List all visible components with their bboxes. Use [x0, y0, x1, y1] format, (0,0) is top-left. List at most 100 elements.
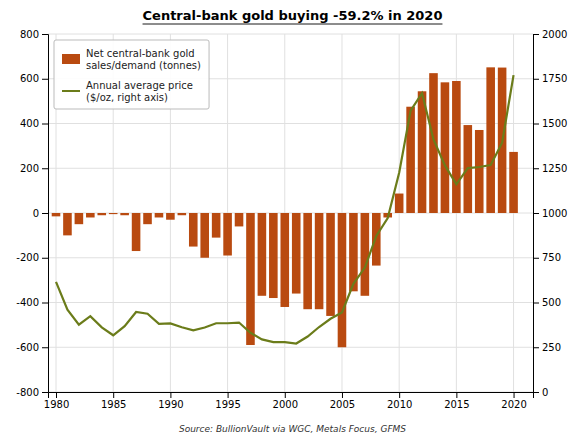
- tick-label: -800: [16, 387, 39, 398]
- tick-mark: [533, 34, 539, 35]
- tick-mark: [42, 213, 48, 214]
- bar: [223, 213, 232, 256]
- tick-mark: [533, 347, 539, 348]
- tick-label: 2015: [444, 399, 469, 410]
- bar: [258, 213, 267, 296]
- bar: [166, 213, 175, 220]
- bar: [429, 73, 438, 213]
- tick-mark: [228, 392, 229, 398]
- tick-mark: [533, 258, 539, 259]
- bar: [441, 82, 450, 213]
- tick-mark: [56, 392, 57, 398]
- tick-mark: [42, 258, 48, 259]
- bar: [86, 213, 95, 217]
- tick: 0: [33, 208, 48, 219]
- bar: [303, 213, 312, 309]
- tick-mark: [285, 392, 286, 398]
- tick: 2015: [444, 392, 469, 410]
- tick-label: 1980: [44, 399, 69, 410]
- tick-label: -200: [16, 252, 39, 263]
- tick: -800: [16, 387, 48, 398]
- tick: 0: [533, 387, 548, 398]
- legend-swatch: [62, 90, 80, 92]
- tick: -600: [16, 342, 48, 353]
- bar: [292, 213, 301, 294]
- tick-mark: [399, 392, 400, 398]
- y2-axis: 025050075010001250150017502000: [533, 29, 567, 398]
- tick-label: 250: [542, 342, 561, 353]
- chart: 198019851990199520002005201020152020-800…: [0, 0, 585, 438]
- bar: [280, 213, 289, 307]
- grid: [48, 34, 533, 392]
- tick-label: 2000: [542, 29, 567, 40]
- tick: 1980: [44, 392, 69, 410]
- tick-label: 1990: [158, 399, 183, 410]
- tick-label: 2000: [273, 399, 298, 410]
- tick-label: -600: [16, 342, 39, 353]
- bar: [326, 213, 335, 316]
- tick-label: 800: [20, 29, 39, 40]
- tick-mark: [113, 392, 114, 398]
- grid-line-y: [48, 34, 533, 35]
- tick: 1250: [533, 163, 567, 174]
- tick-label: 500: [542, 297, 561, 308]
- tick-label: 750: [542, 252, 561, 263]
- bar: [338, 213, 347, 347]
- bar: [212, 213, 221, 238]
- plot: 198019851990199520002005201020152020-800…: [16, 29, 567, 410]
- tick: 400: [20, 118, 48, 129]
- bar: [361, 213, 370, 296]
- tick: 2020: [501, 392, 526, 410]
- tick: 1990: [158, 392, 183, 410]
- tick-mark: [342, 392, 343, 398]
- tick-mark: [42, 79, 48, 80]
- bar: [63, 213, 72, 235]
- bar: [509, 152, 518, 213]
- grid-line-y: [48, 302, 533, 303]
- tick-label: 400: [20, 118, 39, 129]
- bar: [395, 194, 404, 213]
- tick: 1000: [533, 208, 567, 219]
- axis-line: [42, 35, 49, 393]
- title: Central-bank gold buying -59.2% in 2020: [143, 8, 443, 23]
- bar: [189, 213, 198, 247]
- tick: 750: [533, 252, 561, 263]
- tick-label: 1500: [542, 118, 567, 129]
- bar: [315, 213, 324, 309]
- tick: 800: [20, 29, 48, 40]
- tick: -400: [16, 297, 48, 308]
- tick-mark: [533, 303, 539, 304]
- tick-mark: [533, 79, 539, 80]
- y-axis: -800-600-400-2000200400600800: [16, 29, 48, 398]
- x-axis: 198019851990199520002005201020152020: [44, 392, 534, 410]
- bar: [246, 213, 255, 345]
- tick-mark: [42, 303, 48, 304]
- legend-box: [54, 40, 209, 109]
- tick-mark: [533, 392, 539, 393]
- bar: [132, 213, 141, 251]
- bar: [52, 213, 61, 216]
- tick-mark: [533, 124, 539, 125]
- tick-label: 1985: [101, 399, 126, 410]
- tick-label: 600: [20, 73, 39, 84]
- tick: 250: [533, 342, 561, 353]
- tick: 2000: [273, 392, 298, 410]
- annotation: Source: BullionVault via WGC, Metals Foc…: [179, 424, 406, 434]
- legend-label: Annual average price($/oz, right axis): [86, 80, 193, 103]
- grid-line-y: [48, 257, 533, 258]
- bar: [178, 213, 187, 215]
- tick: -200: [16, 252, 48, 263]
- axis-line: [534, 35, 540, 393]
- bar: [372, 213, 381, 266]
- tick-mark: [533, 213, 539, 214]
- legend-label: Net central-bank goldsales/demand (tonne…: [86, 48, 201, 71]
- legend-swatch: [62, 54, 80, 64]
- tick-mark: [514, 392, 515, 398]
- tick-label: 1250: [542, 163, 567, 174]
- tick-label: 1000: [542, 208, 567, 219]
- tick: 2005: [330, 392, 355, 410]
- tick-mark: [170, 392, 171, 398]
- title-underline: [143, 24, 443, 25]
- bar: [269, 213, 278, 298]
- bar: [486, 67, 495, 213]
